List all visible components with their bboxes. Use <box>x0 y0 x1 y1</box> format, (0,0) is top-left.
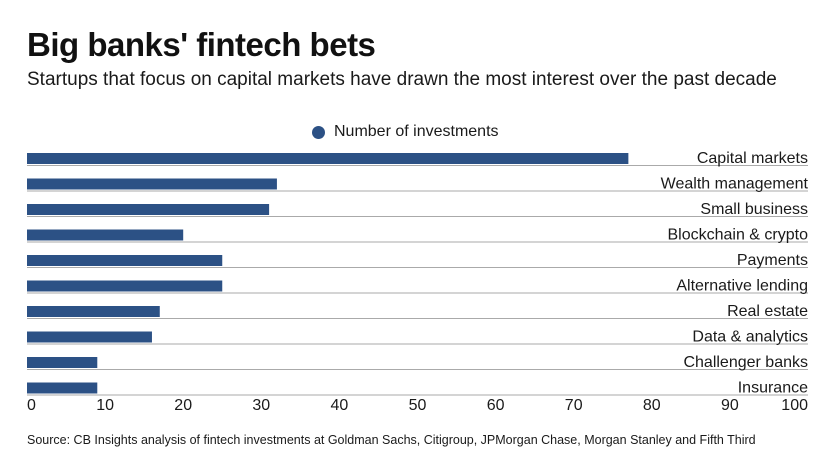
bar-blockchain-and-crypto <box>27 229 184 241</box>
legend-label: Number of investments <box>334 123 499 140</box>
x-tick-label-80: 80 <box>643 397 661 414</box>
category-label-real-estate: Real estate <box>727 303 808 320</box>
x-tick-label-100: 100 <box>781 397 808 414</box>
x-tick-label-30: 30 <box>252 397 270 414</box>
x-tick-label-50: 50 <box>409 397 427 414</box>
bar-payments <box>27 255 223 266</box>
bar-capital-markets <box>27 153 629 164</box>
bar-data-and-analytics <box>27 331 152 343</box>
bar-wealth-management <box>27 178 277 190</box>
bar-small-business <box>27 204 270 215</box>
x-tick-label-70: 70 <box>565 397 583 414</box>
bar-real-estate <box>27 306 160 317</box>
category-label-alternative-lending: Alternative lending <box>676 278 808 295</box>
category-label-insurance: Insurance <box>738 380 808 397</box>
bar-alternative-lending <box>27 280 223 292</box>
x-tick-label-90: 90 <box>721 397 739 414</box>
x-tick-label-40: 40 <box>331 397 349 414</box>
category-label-wealth-management: Wealth management <box>661 176 809 193</box>
category-label-capital-markets: Capital markets <box>697 150 808 167</box>
x-tick-label-10: 10 <box>96 397 114 414</box>
category-label-payments: Payments <box>737 252 808 269</box>
chart-title: Big banks' fintech bets <box>27 26 376 63</box>
chart-subtitle: Startups that focus on capital markets h… <box>27 69 777 90</box>
category-label-small-business: Small business <box>700 201 808 218</box>
source-note: Source: CB Insights analysis of fintech … <box>27 433 756 447</box>
category-label-data-and-analytics: Data & analytics <box>692 329 808 346</box>
x-tick-label-60: 60 <box>487 397 505 414</box>
legend: Number of investments <box>312 122 499 142</box>
category-label-challenger-banks: Challenger banks <box>683 354 808 371</box>
bar-insurance <box>27 382 98 394</box>
category-label-blockchain-and-crypto: Blockchain & crypto <box>667 227 808 244</box>
bar-challenger-banks <box>27 357 98 368</box>
legend-swatch <box>312 125 325 139</box>
x-tick-label-0: 0 <box>27 397 36 414</box>
x-tick-label-20: 20 <box>174 397 192 414</box>
